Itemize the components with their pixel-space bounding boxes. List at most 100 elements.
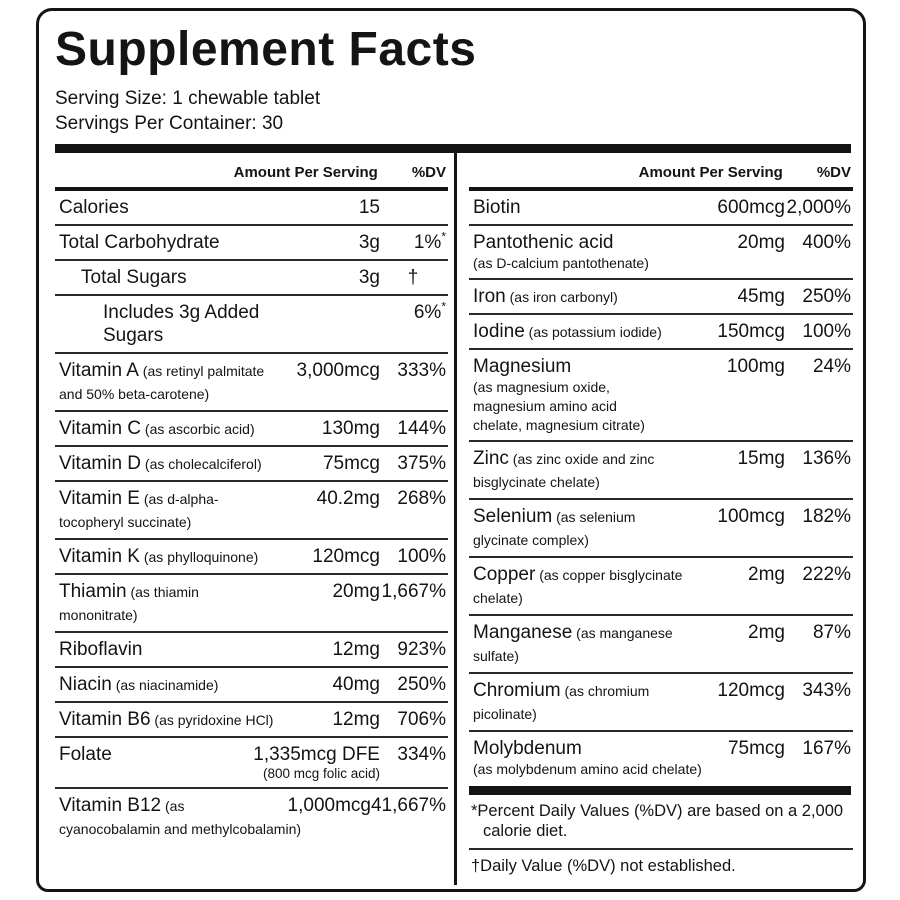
footnote-percent-dv: *Percent Daily Values (%DV) are based on… xyxy=(471,802,844,840)
nutrient-name: Iodine xyxy=(473,321,525,342)
nutrient-amount: 120mcg xyxy=(689,679,785,702)
nutrient-name: Folate xyxy=(59,744,112,765)
nutrient-name: Vitamin A xyxy=(59,360,139,381)
nutrient-row: 144% 130mg Vitamin C (as ascorbic acid) xyxy=(55,410,448,445)
dv-header: %DV xyxy=(411,164,446,181)
nutrient-name: Vitamin E xyxy=(59,488,140,509)
nutrient-form: (as potassium iodide) xyxy=(524,324,662,340)
nutrient-amount: 1,335mcg DFE (800 mcg folic acid) xyxy=(253,743,380,782)
nutrient-amount-value: 12mg xyxy=(332,639,380,660)
nutrient-form: (as retinyl palmitate and 50% beta-carot… xyxy=(59,363,265,402)
servings-per-container: Servings Per Container: 30 xyxy=(55,113,284,134)
nutrient-dv: 144% xyxy=(397,418,446,439)
nutrient-name: Zinc xyxy=(473,448,509,469)
nutrient-row: 100% 120mcg Vitamin K (as phylloquinone) xyxy=(55,538,448,573)
nutrient-amount-value: 12mg xyxy=(332,709,380,730)
nutrient-amount-value: 1,335mcg DFE xyxy=(253,744,380,765)
nutrient-amount-value: 100mcg xyxy=(717,506,785,527)
nutrient-name: Biotin xyxy=(473,197,521,218)
nutrient-form: (as pyridoxine HCl) xyxy=(150,712,274,728)
nutrient-form: (as ascorbic acid) xyxy=(141,421,255,437)
nutrient-row: 24% 100mg Magnesium (as magnesium oxide, ma… xyxy=(469,348,853,440)
nutrient-dv: 136% xyxy=(802,448,851,469)
nutrient-name: Chromium xyxy=(473,680,561,701)
nutrient-dv: 400% xyxy=(802,232,851,253)
nutrient-name: Thiamin xyxy=(59,581,127,602)
supplement-facts-panel: Supplement Facts Serving Size: 1 chewabl… xyxy=(36,8,866,892)
nutrient-dv: 268% xyxy=(397,488,446,509)
nutrient-amount-value: 2mg xyxy=(748,564,785,585)
footnote-divider-bar xyxy=(469,786,851,795)
nutrient-name: Manganese xyxy=(473,622,573,643)
nutrient-form: (as thiamin mononitrate) xyxy=(59,584,199,623)
nutrient-amount-value: 120mcg xyxy=(717,680,785,701)
nutrient-dv: 343% xyxy=(802,680,851,701)
nutrient-dv: 87% xyxy=(812,622,851,643)
nutrient-dv: 923% xyxy=(397,639,446,660)
nutrient-dv: 24% xyxy=(812,356,851,377)
nutrient-amount: 100mcg xyxy=(689,505,785,528)
nutrient-row: 375% 75mcg Vitamin D (as cholecalciferol) xyxy=(55,445,448,480)
nutrient-amount: 12mg xyxy=(280,708,380,731)
nutrient-row: 6%* Includes 3g Added Sugars xyxy=(55,294,448,352)
dv-asterisk: * xyxy=(441,299,446,314)
nutrient-name: Magnesium xyxy=(473,356,572,377)
nutrient-form: (as iron carbonyl) xyxy=(505,289,618,305)
nutrient-amount-sub: (800 mcg folic acid) xyxy=(262,766,380,781)
nutrient-amount-value: 20mg xyxy=(332,581,380,602)
nutrient-dv: 222% xyxy=(802,564,851,585)
nutrient-row: 1,667% 20mg Thiamin (as thiamin mononitrat… xyxy=(55,573,448,631)
nutrient-row: 706% 12mg Vitamin B6 (as pyridoxine HCl) xyxy=(55,701,448,736)
nutrient-amount-value: 3g xyxy=(358,232,380,253)
nutrient-dv: 333% xyxy=(397,360,446,381)
nutrient-row: 268% 40.2mg Vitamin E (as d-alpha-tocopher… xyxy=(55,480,448,538)
nutrient-form: (as molybdenum amino acid chelate) xyxy=(473,761,702,777)
nutrient-name: Vitamin D xyxy=(59,453,142,474)
nutrient-amount-value: 1,000mcg xyxy=(287,795,371,816)
nutrient-name: Riboflavin xyxy=(59,639,143,660)
nutrient-form: (as cholecalciferol) xyxy=(141,456,262,472)
nutrient-amount: 100mg xyxy=(689,355,785,378)
nutrient-dv: 1%* xyxy=(413,229,446,253)
nutrient-form: (as manganese sulfate) xyxy=(473,625,673,664)
nutrient-amount: 2mg xyxy=(689,621,785,644)
nutrient-amount: 15 xyxy=(280,196,380,219)
nutrient-dv xyxy=(380,196,446,219)
nutrient-amount: 75mcg xyxy=(280,452,380,475)
nutrient-name: Pantothenic acid xyxy=(473,232,614,253)
nutrient-amount: 3g xyxy=(280,231,380,254)
nutrient-row: 182% 100mcg Selenium (as selenium glycinat… xyxy=(469,498,853,556)
nutrient-amount: 1,000mcg xyxy=(271,794,371,817)
nutrient-amount-value: 15 xyxy=(358,197,380,218)
nutrient-form: (as cyanocobalamin and methylcobalamin) xyxy=(59,798,302,837)
nutrient-row: 41,667% 1,000mcg Vitamin B12 (as cyanocoba… xyxy=(55,787,448,845)
nutrient-amount: 20mg xyxy=(689,231,785,254)
nutrient-row: 222% 2mg Copper (as copper bisglycinate ch… xyxy=(469,556,853,614)
nutrient-amount: 2mg xyxy=(689,563,785,586)
nutrient-form: (as magnesium oxide, magnesium amino aci… xyxy=(473,379,645,433)
nutrient-amount: 3g xyxy=(280,266,380,289)
nutrient-amount: 600mcg xyxy=(689,196,785,219)
nutrient-amount-value: 20mg xyxy=(737,232,785,253)
nutrient-row: 136% 15mg Zinc (as zinc oxide and zinc bis… xyxy=(469,440,853,498)
footnotes: *Percent Daily Values (%DV) are based on… xyxy=(469,795,853,885)
nutrient-row: 87% 2mg Manganese (as manganese sulfate) xyxy=(469,614,853,672)
nutrient-amount: 12mg xyxy=(280,638,380,661)
nutrient-row: 343% 120mcg Chromium (as chromium picolina… xyxy=(469,672,853,730)
section-divider-bar xyxy=(55,144,851,153)
nutrient-amount: 20mg xyxy=(280,580,380,603)
left-column-header: Amount Per Serving %DV xyxy=(55,153,448,191)
nutrient-amount-value: 15mg xyxy=(737,448,785,469)
right-column: Amount Per Serving %DV 2,000% 600mcg Bioti… xyxy=(454,153,853,885)
nutrient-row: 100% 150mcg Iodine (as potassium iodide) xyxy=(469,313,853,348)
nutrient-amount: 120mcg xyxy=(280,545,380,568)
label-title: Supplement Facts xyxy=(55,23,477,76)
nutrient-form: (as D-calcium pantothenate) xyxy=(473,255,649,271)
nutrient-amount-value: 100mg xyxy=(726,356,785,377)
nutrient-form: (as chromium picolinate) xyxy=(473,683,650,722)
nutrient-row: 15 Calories xyxy=(55,191,448,224)
nutrient-columns: Amount Per Serving %DV 15 Calories 1%* 3g To… xyxy=(55,153,853,885)
nutrient-amount-value: 3g xyxy=(358,267,380,288)
nutrient-row: 334% 1,335mcg DFE (800 mcg folic acid) Fola… xyxy=(55,736,448,787)
amount-per-serving-header: Amount Per Serving xyxy=(638,164,783,181)
